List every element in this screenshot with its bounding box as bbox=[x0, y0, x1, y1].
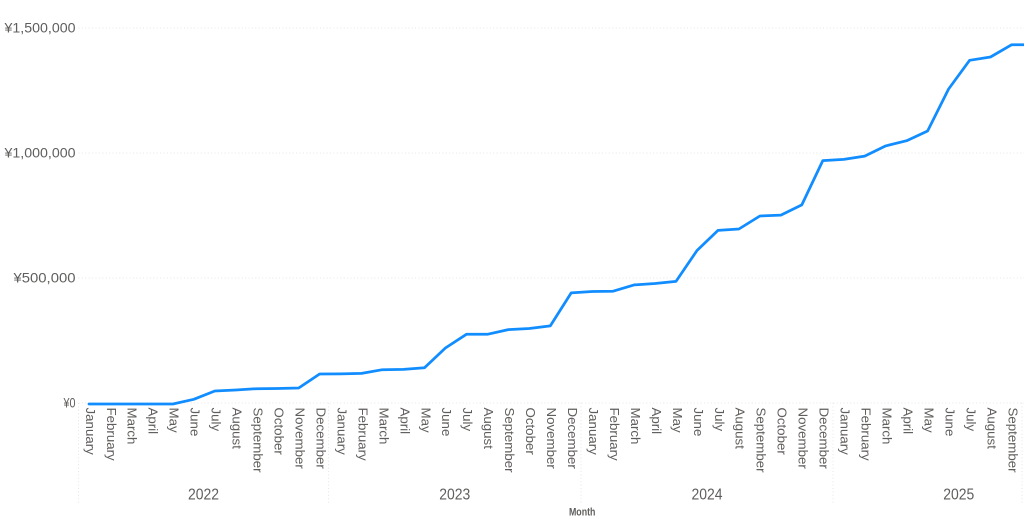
svg-text:March: March bbox=[376, 408, 391, 445]
svg-text:October: October bbox=[775, 408, 790, 456]
svg-text:January: January bbox=[83, 408, 98, 456]
svg-text:2025: 2025 bbox=[943, 487, 974, 504]
svg-text:December: December bbox=[565, 408, 580, 470]
svg-text:April: April bbox=[901, 408, 916, 435]
svg-text:February: February bbox=[859, 408, 874, 462]
svg-text:January: January bbox=[334, 408, 349, 456]
svg-text:July: July bbox=[712, 408, 727, 432]
svg-text:March: March bbox=[125, 408, 140, 445]
svg-text:July: July bbox=[963, 408, 978, 432]
svg-text:January: January bbox=[586, 408, 601, 456]
svg-text:¥1,000,000: ¥1,000,000 bbox=[3, 145, 75, 161]
svg-text:November: November bbox=[544, 408, 559, 470]
svg-text:February: February bbox=[607, 408, 622, 462]
svg-text:May: May bbox=[921, 408, 936, 433]
svg-text:September: September bbox=[1005, 408, 1020, 474]
svg-text:¥1,500,000: ¥1,500,000 bbox=[3, 20, 75, 36]
svg-text:July: July bbox=[460, 408, 475, 432]
svg-text:December: December bbox=[313, 408, 328, 470]
svg-text:June: June bbox=[691, 408, 706, 437]
svg-text:March: March bbox=[628, 408, 643, 445]
svg-text:May: May bbox=[167, 408, 182, 433]
svg-text:April: April bbox=[397, 408, 412, 435]
svg-text:September: September bbox=[754, 408, 769, 474]
svg-text:June: June bbox=[188, 408, 203, 437]
svg-text:June: June bbox=[942, 408, 957, 437]
svg-text:February: February bbox=[355, 408, 370, 462]
svg-text:November: November bbox=[796, 408, 811, 470]
svg-text:August: August bbox=[481, 408, 496, 450]
svg-text:May: May bbox=[418, 408, 433, 433]
svg-text:2022: 2022 bbox=[188, 487, 219, 504]
svg-text:2024: 2024 bbox=[692, 487, 723, 504]
svg-text:September: September bbox=[251, 408, 266, 474]
svg-text:April: April bbox=[649, 408, 664, 435]
svg-text:Month: Month bbox=[569, 507, 596, 516]
svg-text:August: August bbox=[984, 408, 999, 450]
svg-text:December: December bbox=[817, 408, 832, 470]
svg-text:¥500,000: ¥500,000 bbox=[12, 270, 75, 286]
svg-text:October: October bbox=[523, 408, 538, 456]
svg-text:September: September bbox=[502, 408, 517, 474]
svg-text:February: February bbox=[104, 408, 119, 462]
svg-text:May: May bbox=[670, 408, 685, 433]
svg-text:March: March bbox=[880, 408, 895, 445]
svg-text:¥0: ¥0 bbox=[63, 395, 76, 411]
svg-text:April: April bbox=[146, 408, 161, 435]
svg-text:2023: 2023 bbox=[439, 487, 470, 504]
svg-text:June: June bbox=[439, 408, 454, 437]
svg-text:November: November bbox=[293, 408, 308, 470]
svg-text:July: July bbox=[209, 408, 224, 432]
svg-text:January: January bbox=[838, 408, 853, 456]
svg-text:October: October bbox=[272, 408, 287, 456]
svg-text:August: August bbox=[230, 408, 245, 450]
svg-text:August: August bbox=[733, 408, 748, 450]
